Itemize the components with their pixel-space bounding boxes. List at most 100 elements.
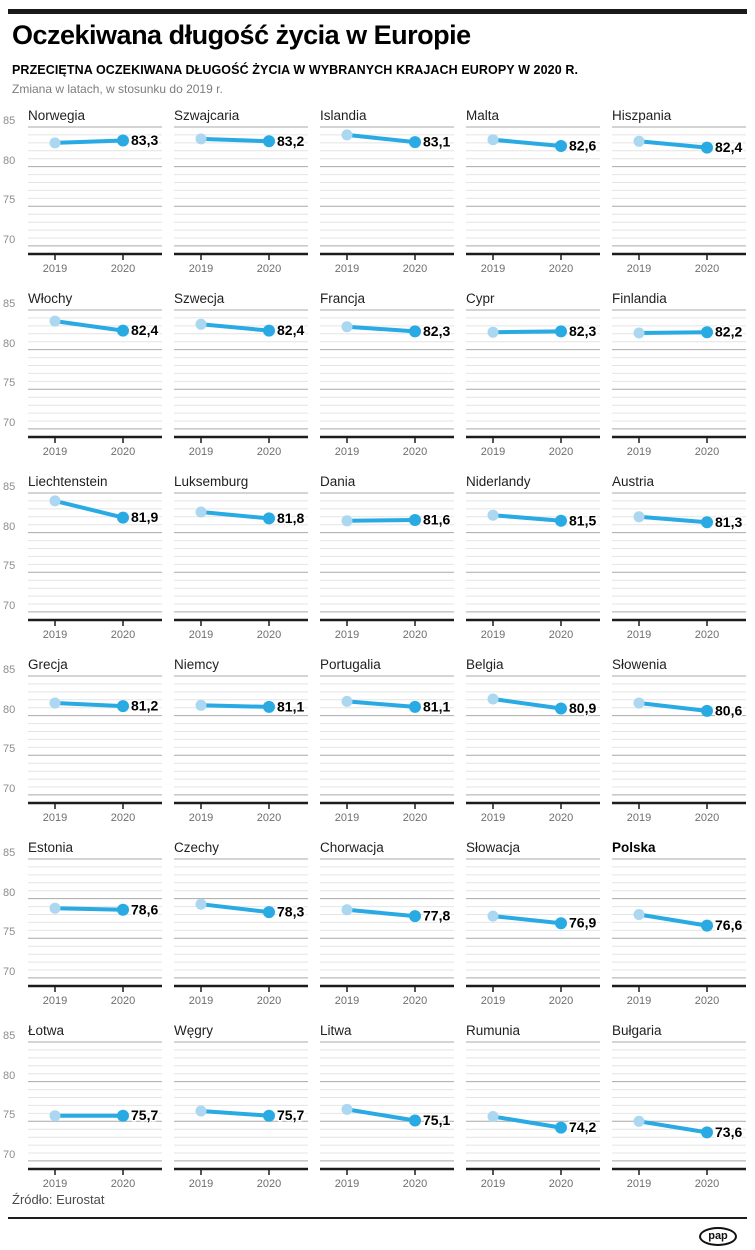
dot-2019 [487, 134, 499, 146]
chart-note: Zmiana w latach, w stosunku do 2019 r. [12, 82, 223, 97]
x-tick-label: 2020 [257, 629, 281, 641]
chart-cell: Liechtenstein 2019 2020 81,9 [28, 474, 168, 643]
dot-2020 [701, 516, 713, 529]
dot-2019 [487, 910, 499, 922]
dot-2020 [409, 514, 421, 526]
value-label-2020: 83,2 [277, 133, 304, 149]
header: Oczekiwana długość życia w Europie PRZEC… [12, 20, 743, 96]
y-axis-label: 85 [3, 664, 16, 676]
mini-line-chart: 2019 2020 76,9 [466, 858, 600, 1007]
dot-2019 [487, 509, 499, 521]
dot-2020 [409, 700, 421, 713]
y-axis-label: 70 [3, 599, 16, 612]
chart-subtitle: PRZECIĘTNA OCZEKIWANA DŁUGOŚĆ ŻYCIA W WY… [12, 63, 579, 78]
trend-line [199, 1109, 271, 1118]
page-title: Oczekiwana długość życia w Europie [12, 20, 471, 50]
country-label: Norwegia [28, 108, 86, 123]
mini-line-chart: 2019 2020 81,5 [466, 492, 600, 641]
mini-line-chart: 2019 2020 81,9 [28, 492, 162, 641]
y-axis-label: 80 [3, 337, 16, 350]
trend-line [53, 498, 125, 520]
chart-cell: Malta 2019 2020 82,6 [466, 108, 606, 277]
country-label: Austria [612, 474, 655, 489]
value-label-2020: 81,1 [277, 698, 304, 714]
chart-cell: Austria 2019 2020 81,3 [612, 474, 752, 643]
y-axis-label: 80 [3, 886, 16, 899]
trend-line [53, 138, 125, 145]
dot-2020 [701, 919, 713, 932]
trend-line [199, 703, 271, 709]
x-tick-label: 2019 [627, 995, 651, 1007]
x-tick-label: 2020 [403, 263, 427, 275]
x-tick-label: 2020 [549, 263, 573, 275]
chart-row: 85 80 75 70 Estonia 2019 2020 78,6 Czechy 2019 202… [0, 840, 755, 1023]
value-label-2020: 82,6 [569, 138, 596, 154]
dot-2020 [701, 141, 713, 154]
value-label-2020: 78,6 [131, 901, 158, 917]
chart-cell: Łotwa 2019 2020 75,7 [28, 1023, 168, 1192]
x-tick-label: 2019 [335, 1178, 359, 1190]
mini-line-chart: 2019 2020 83,1 [320, 126, 454, 275]
value-label-2020: 81,6 [423, 512, 450, 528]
value-label-2020: 80,6 [715, 702, 742, 718]
mini-line-chart: 2019 2020 82,4 [174, 309, 308, 458]
mini-line-chart: 2019 2020 73,6 [612, 1041, 746, 1190]
value-label-2020: 81,8 [277, 510, 304, 526]
country-label: Luksemburg [174, 474, 249, 489]
mini-line-chart: 2019 2020 81,1 [320, 675, 454, 824]
value-label-2020: 76,6 [715, 917, 742, 933]
x-tick-label: 2020 [403, 446, 427, 458]
x-tick-label: 2019 [43, 995, 67, 1007]
mini-line-chart: 2019 2020 78,6 [28, 858, 162, 1007]
x-tick-label: 2019 [189, 263, 213, 275]
x-tick-label: 2020 [403, 812, 427, 824]
x-tick-label: 2020 [549, 995, 573, 1007]
x-tick-label: 2019 [189, 1178, 213, 1190]
x-tick-label: 2019 [43, 1178, 67, 1190]
y-axis-label: 70 [3, 1148, 16, 1161]
x-tick-label: 2020 [695, 629, 719, 641]
dot-2020 [263, 1109, 275, 1122]
country-label: Portugalia [320, 657, 381, 672]
value-label-2020: 76,9 [569, 915, 596, 931]
x-tick-label: 2019 [335, 263, 359, 275]
country-label: Litwa [320, 1023, 352, 1038]
mini-line-chart: 2019 2020 74,2 [466, 1041, 600, 1190]
mini-line-chart: 2019 2020 75,7 [174, 1041, 308, 1190]
country-label: Włochy [28, 291, 73, 306]
x-tick-label: 2019 [481, 263, 505, 275]
chart-cell: Francja 2019 2020 82,3 [320, 291, 460, 460]
chart-cell: Słowacja 2019 2020 76,9 [466, 840, 606, 1009]
value-label-2020: 82,4 [131, 322, 158, 338]
trend-line [345, 907, 417, 919]
mini-line-chart: 2019 2020 81,1 [174, 675, 308, 824]
y-axis-label: 85 [3, 115, 16, 127]
dot-2020 [409, 136, 421, 149]
country-label: Dania [320, 474, 356, 489]
mini-line-chart: 2019 2020 83,3 [28, 126, 162, 275]
value-label-2020: 82,2 [715, 324, 742, 340]
x-tick-label: 2019 [335, 995, 359, 1007]
x-tick-label: 2020 [257, 812, 281, 824]
y-axis-label: 80 [3, 154, 16, 167]
chart-cell: Słowenia 2019 2020 80,6 [612, 657, 752, 826]
value-label-2020: 81,3 [715, 514, 742, 530]
x-tick-label: 2020 [257, 263, 281, 275]
x-tick-label: 2019 [627, 812, 651, 824]
chart-cell: Luksemburg 2019 2020 81,8 [174, 474, 314, 643]
y-axis-label: 75 [3, 1109, 16, 1122]
y-axis-label: 75 [3, 926, 16, 939]
value-label-2020: 80,9 [569, 700, 596, 716]
country-label: Bułgaria [612, 1023, 662, 1038]
mini-line-chart: 2019 2020 80,9 [466, 675, 600, 824]
trend-line [199, 902, 271, 915]
dot-2020 [117, 324, 129, 337]
dot-2019 [49, 1110, 61, 1122]
country-label: Malta [466, 108, 500, 123]
country-label: Szwecja [174, 291, 225, 306]
x-tick-label: 2019 [481, 995, 505, 1007]
y-axis-label: 80 [3, 1069, 16, 1082]
source-credit: Źródło: Eurostat [12, 1192, 105, 1207]
trend-line [345, 324, 417, 334]
x-tick-label: 2020 [111, 446, 135, 458]
